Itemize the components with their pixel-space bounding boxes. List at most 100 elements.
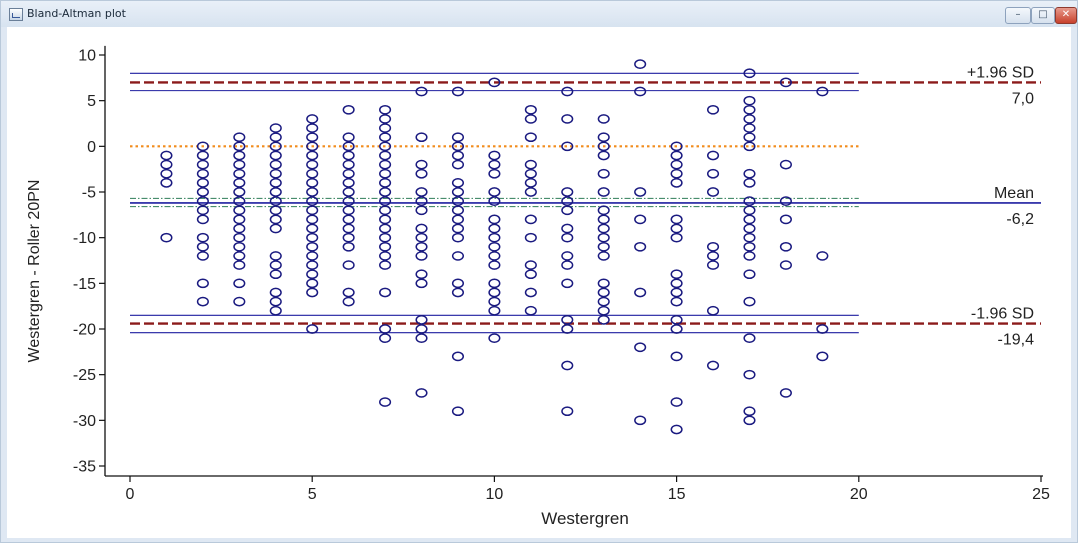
data-point xyxy=(561,223,574,234)
data-point xyxy=(233,214,246,225)
data-point xyxy=(743,369,756,380)
data-point xyxy=(306,223,319,234)
data-point xyxy=(524,287,537,298)
lower-loa-value-label: -19,4 xyxy=(998,332,1035,349)
reference-labels: +1.96 SD 7,0 Mean -6,2 -1.96 SD -19,4 xyxy=(967,64,1034,348)
data-point xyxy=(670,324,683,334)
y-tick-label: -10 xyxy=(73,230,96,247)
data-point xyxy=(524,104,537,115)
lower-loa-label: -1.96 SD xyxy=(971,306,1034,323)
data-point xyxy=(597,241,610,252)
data-point xyxy=(779,77,792,88)
data-point xyxy=(743,132,756,143)
title-bar[interactable]: Bland-Altman plot – □ ✕ xyxy=(1,1,1077,27)
data-point xyxy=(306,251,319,261)
data-point xyxy=(269,269,282,280)
data-point xyxy=(670,269,683,280)
data-point xyxy=(342,223,355,234)
data-point xyxy=(306,159,319,170)
data-point xyxy=(306,205,319,216)
data-point xyxy=(488,305,501,316)
data-point xyxy=(524,260,537,270)
data-point xyxy=(379,287,392,298)
y-tick-label: -20 xyxy=(73,322,96,339)
data-point xyxy=(233,241,246,252)
data-point xyxy=(196,178,209,188)
data-point xyxy=(561,86,574,97)
data-point xyxy=(706,150,720,161)
data-point xyxy=(779,241,792,252)
data-point xyxy=(415,168,428,179)
data-point xyxy=(488,77,501,88)
reference-lines xyxy=(130,72,1041,334)
data-point xyxy=(233,178,246,188)
data-point xyxy=(670,287,683,298)
data-point xyxy=(743,95,756,106)
data-point xyxy=(196,296,209,307)
data-point xyxy=(196,278,209,289)
upper-loa-value-label: 7,0 xyxy=(1012,90,1034,107)
chart-app-icon xyxy=(9,8,23,21)
data-point xyxy=(634,187,647,197)
x-tick-label: 5 xyxy=(308,486,317,503)
data-point xyxy=(743,406,756,417)
data-point xyxy=(269,150,282,161)
data-point xyxy=(670,159,683,170)
data-point xyxy=(160,232,173,243)
data-point xyxy=(451,351,465,362)
data-point xyxy=(451,278,465,289)
close-button[interactable]: ✕ xyxy=(1055,7,1077,24)
data-point xyxy=(779,388,792,398)
data-point xyxy=(743,196,756,206)
data-point xyxy=(743,232,756,243)
data-point xyxy=(379,196,392,206)
data-point xyxy=(306,278,319,289)
data-point xyxy=(488,214,501,225)
data-point xyxy=(269,305,282,316)
data-point xyxy=(306,168,319,179)
data-point xyxy=(706,260,720,270)
chart-area: 10 5 0 -5 -10 -15 -20 -25 -30 -35 0 5 10 15 20 25 +1.96… xyxy=(7,27,1071,538)
y-tick-label: -15 xyxy=(73,276,96,293)
data-point xyxy=(488,232,501,243)
data-point xyxy=(597,315,610,325)
data-point xyxy=(451,287,465,298)
data-point xyxy=(196,241,209,252)
data-point xyxy=(670,351,683,362)
data-point xyxy=(743,123,756,133)
data-point xyxy=(269,168,282,179)
maximize-button[interactable]: □ xyxy=(1031,7,1055,24)
data-point xyxy=(415,269,428,280)
data-point xyxy=(233,251,246,261)
data-point xyxy=(342,241,355,252)
data-point xyxy=(415,205,428,216)
data-point xyxy=(670,278,683,289)
data-point xyxy=(488,159,501,170)
data-point xyxy=(342,214,355,225)
data-point xyxy=(306,114,319,124)
data-point xyxy=(306,123,319,133)
data-point xyxy=(233,223,246,234)
data-point xyxy=(488,241,501,252)
data-point xyxy=(269,287,282,298)
data-point xyxy=(634,241,647,252)
data-point xyxy=(634,415,647,426)
data-point xyxy=(743,415,756,426)
data-point xyxy=(415,86,428,97)
data-point xyxy=(524,114,537,124)
data-point xyxy=(379,214,392,225)
data-point xyxy=(233,278,246,289)
data-point xyxy=(233,232,246,243)
data-point xyxy=(415,333,428,343)
minimize-button[interactable]: – xyxy=(1005,7,1031,24)
data-point xyxy=(306,150,319,161)
data-point xyxy=(743,269,756,280)
x-tick-label: 25 xyxy=(1032,486,1050,503)
data-point xyxy=(670,214,683,225)
data-points xyxy=(160,59,829,435)
data-point xyxy=(706,360,720,371)
data-point xyxy=(597,223,610,234)
data-point xyxy=(597,287,610,298)
data-point xyxy=(306,187,319,197)
data-point xyxy=(488,333,501,343)
